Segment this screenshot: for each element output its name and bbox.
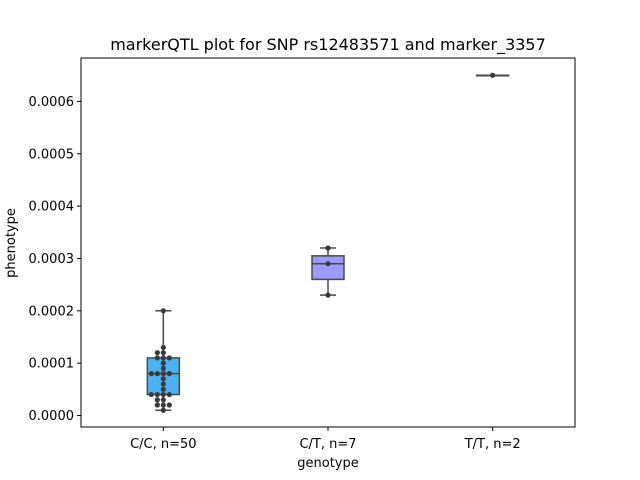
data-point xyxy=(160,407,166,413)
y-tick-label: 0.0006 xyxy=(29,95,75,110)
data-point xyxy=(166,355,172,361)
box xyxy=(311,255,345,281)
data-point xyxy=(325,261,331,267)
data-point xyxy=(160,391,166,398)
x-tick-label: C/C, n=50 xyxy=(130,437,196,452)
data-point xyxy=(325,245,331,251)
data-point xyxy=(154,371,160,377)
data-point xyxy=(160,386,166,392)
data-point xyxy=(325,292,331,298)
data-point xyxy=(148,391,154,398)
y-axis-label: phenotype xyxy=(4,208,19,278)
data-point xyxy=(160,344,166,351)
data-point xyxy=(490,72,496,78)
y-tick-label: 0.0001 xyxy=(29,357,75,372)
data-point xyxy=(154,391,160,398)
y-tick-label: 0.0002 xyxy=(29,304,75,319)
data-point xyxy=(160,381,166,387)
data-point xyxy=(160,376,166,382)
data-point xyxy=(154,355,160,361)
x-tick-label: T/T, n=2 xyxy=(464,437,521,452)
data-point xyxy=(166,371,172,377)
data-point xyxy=(160,360,166,366)
data-point xyxy=(154,397,160,403)
data-point xyxy=(160,355,166,361)
data-point xyxy=(160,350,166,356)
y-tick-label: 0.0005 xyxy=(29,147,75,162)
x-axis-label: genotype xyxy=(297,456,358,471)
chart-title: markerQTL plot for SNP rs12483571 and ma… xyxy=(110,35,546,55)
x-axis: C/C, n=50 C/T, n=7 T/T, n=2 xyxy=(130,427,521,452)
data-point xyxy=(160,308,166,314)
y-axis: 0.0000 0.0001 0.0002 0.0003 0.0004 0.0005 0.00… xyxy=(29,95,81,424)
data-point xyxy=(160,371,166,377)
data-point xyxy=(160,402,166,408)
data-point xyxy=(148,371,154,377)
data-point xyxy=(160,397,166,403)
data-point xyxy=(166,402,172,408)
data-point xyxy=(154,402,160,408)
y-tick-label: 0.0000 xyxy=(29,409,75,424)
y-tick-label: 0.0003 xyxy=(29,252,75,267)
data-point xyxy=(154,350,160,356)
points-group xyxy=(148,72,496,413)
y-tick-label: 0.0004 xyxy=(29,200,75,215)
data-point xyxy=(160,365,166,371)
x-tick-label: C/T, n=7 xyxy=(299,437,356,452)
data-point xyxy=(166,391,172,398)
